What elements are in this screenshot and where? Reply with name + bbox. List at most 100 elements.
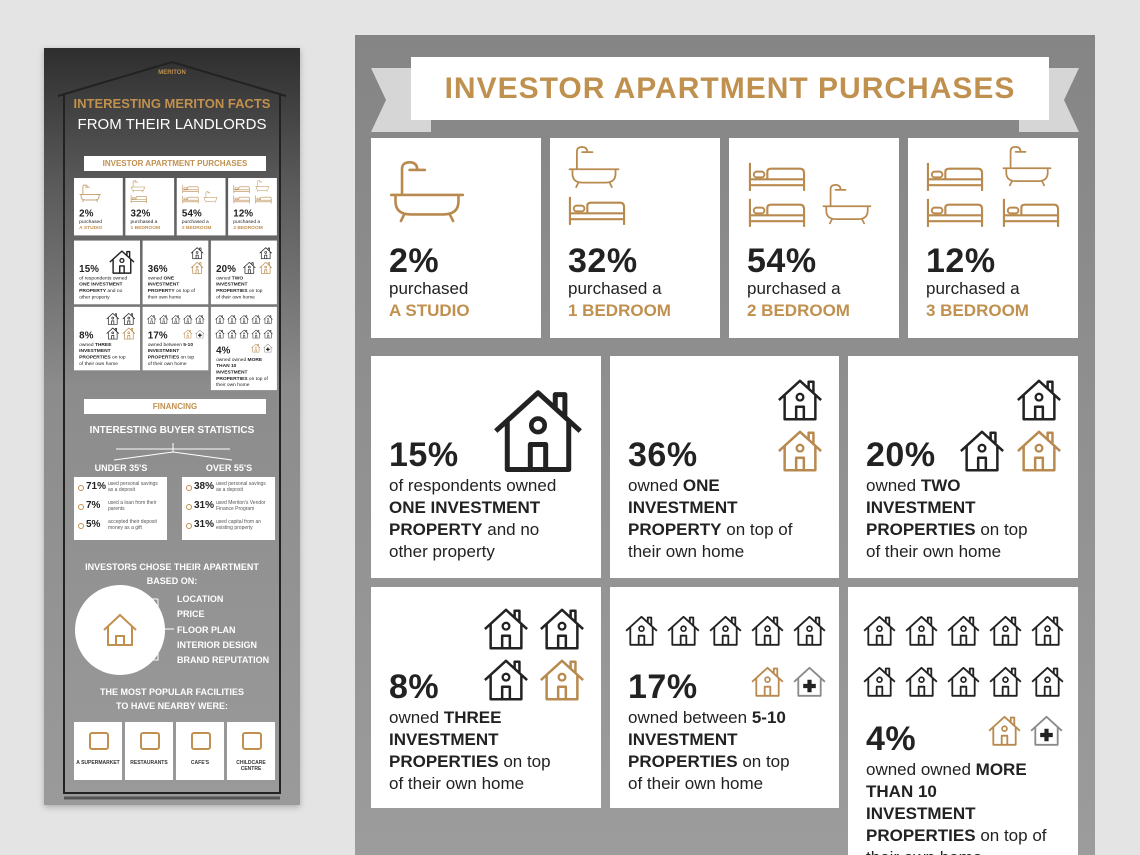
house-icon (484, 659, 528, 701)
house-window (150, 317, 153, 320)
factor: BRAND REPUTATION (177, 655, 270, 666)
house-window (111, 331, 115, 335)
purchase-text: purchased a (130, 218, 158, 224)
facility-icon (242, 732, 262, 750)
house-window (795, 392, 805, 402)
thumb-subtitle: FROM THEIR LANDLORDS (77, 116, 267, 133)
house-line (109, 250, 135, 274)
purchase-card: 12% purchased a 3 BEDROOM (908, 138, 1078, 338)
house-line (778, 379, 822, 421)
house-icon (540, 608, 584, 650)
text-bold: 5-10 INVESTMENT PROPERTIES (147, 341, 194, 360)
pillow (183, 187, 188, 190)
house-window (198, 317, 201, 320)
purchase-card: 54% purchased a 2 BEDROOM (729, 138, 899, 338)
house-line (243, 261, 256, 274)
house-icon (1031, 666, 1064, 697)
factor: PRICE (177, 609, 205, 620)
text-tail: on top of their own home (389, 752, 551, 793)
thumb-ribbon: INVESTOR APARTMENT PURCHASES (84, 156, 266, 171)
facility-box: CAFE'S (176, 722, 224, 780)
house-line (251, 329, 261, 339)
house-line (1031, 615, 1064, 646)
bullet (78, 485, 84, 491)
facility-box: RESTAURANTS (125, 722, 173, 780)
text-tail: and no other property (79, 287, 123, 300)
house-window (111, 316, 115, 320)
house-icon (215, 329, 225, 339)
house-line (1030, 715, 1063, 746)
bath-line (1002, 145, 1052, 187)
text-bold: ONE INVESTMENT PROPERTY (79, 281, 123, 294)
house-icon (778, 430, 822, 472)
house-line (540, 608, 584, 650)
ownership-card: 8% owned THREE INVESTMENT PROPERTIES on t… (74, 306, 141, 371)
percent: 2% (79, 207, 94, 219)
percent: 15% (79, 263, 100, 275)
text-bold: THREE INVESTMENT PROPERTIES (79, 341, 112, 360)
house-window (231, 332, 233, 335)
bath-icon (255, 180, 270, 192)
house-icon (106, 327, 120, 340)
thumb-heading: TO HAVE NEARBY WERE: (115, 701, 228, 711)
percent: 8% (79, 330, 94, 342)
plus-icon (263, 343, 273, 353)
pillow (1006, 206, 1020, 215)
house-icon (947, 666, 980, 697)
house-line (494, 390, 582, 472)
house-icon (147, 315, 157, 324)
house-window (764, 625, 771, 632)
thumbnail-decor (57, 60, 287, 800)
percent: 15% (389, 436, 459, 474)
house-line (239, 315, 249, 324)
house-line (751, 615, 784, 646)
house-window (127, 331, 131, 335)
bed-line (748, 162, 806, 191)
text-lead: owned (389, 708, 440, 727)
house-icon (793, 615, 826, 646)
ownership-card: 20% owned TWO INVESTMENT PROPERTIES on to… (210, 240, 277, 305)
house-icon (106, 313, 120, 325)
house-line (106, 313, 120, 325)
pillow (131, 197, 136, 200)
thumbnail-panel: MERITON INTERESTING MERITON FACTS FROM T… (44, 48, 300, 805)
house-line (667, 615, 700, 646)
house-line (905, 615, 938, 646)
purchase-text: purchased (79, 218, 102, 224)
logo: MERITON (158, 70, 186, 76)
house-line (751, 666, 784, 697)
house-icon (709, 615, 742, 646)
house-window (1001, 725, 1008, 732)
purchase-text: purchased a (747, 279, 841, 298)
bath-icon (130, 180, 146, 193)
house-icon (484, 608, 528, 650)
purchase-card: 32% purchased a 1 BEDROOM (550, 138, 720, 338)
house-window (918, 625, 925, 632)
facility-icon (191, 732, 211, 750)
percent: 32% (130, 207, 151, 219)
house-line (263, 343, 273, 353)
plus (803, 679, 816, 693)
bath-icon (1002, 145, 1052, 187)
bullet (78, 504, 84, 510)
house-icon (1031, 615, 1064, 646)
house-icon (251, 329, 261, 339)
house-icon (863, 615, 896, 646)
percent: 12% (926, 242, 996, 280)
ownership-text: owned ONE INVESTMENT PROPERTY on top of … (628, 475, 803, 563)
house-window (186, 317, 189, 320)
house-line (251, 343, 261, 353)
text-bold: TWO INVESTMENT PROPERTIES (216, 275, 248, 294)
bed-line (130, 194, 147, 203)
facility-label: CHILDCARE CENTRE (236, 760, 266, 772)
bed-icon (182, 195, 199, 204)
house-line (122, 327, 136, 340)
text-lead: owned (628, 476, 679, 495)
house-icon (989, 615, 1022, 646)
bath-line (822, 183, 872, 225)
house-window (795, 443, 805, 453)
pillow (572, 204, 586, 213)
facility-icon (140, 732, 160, 750)
